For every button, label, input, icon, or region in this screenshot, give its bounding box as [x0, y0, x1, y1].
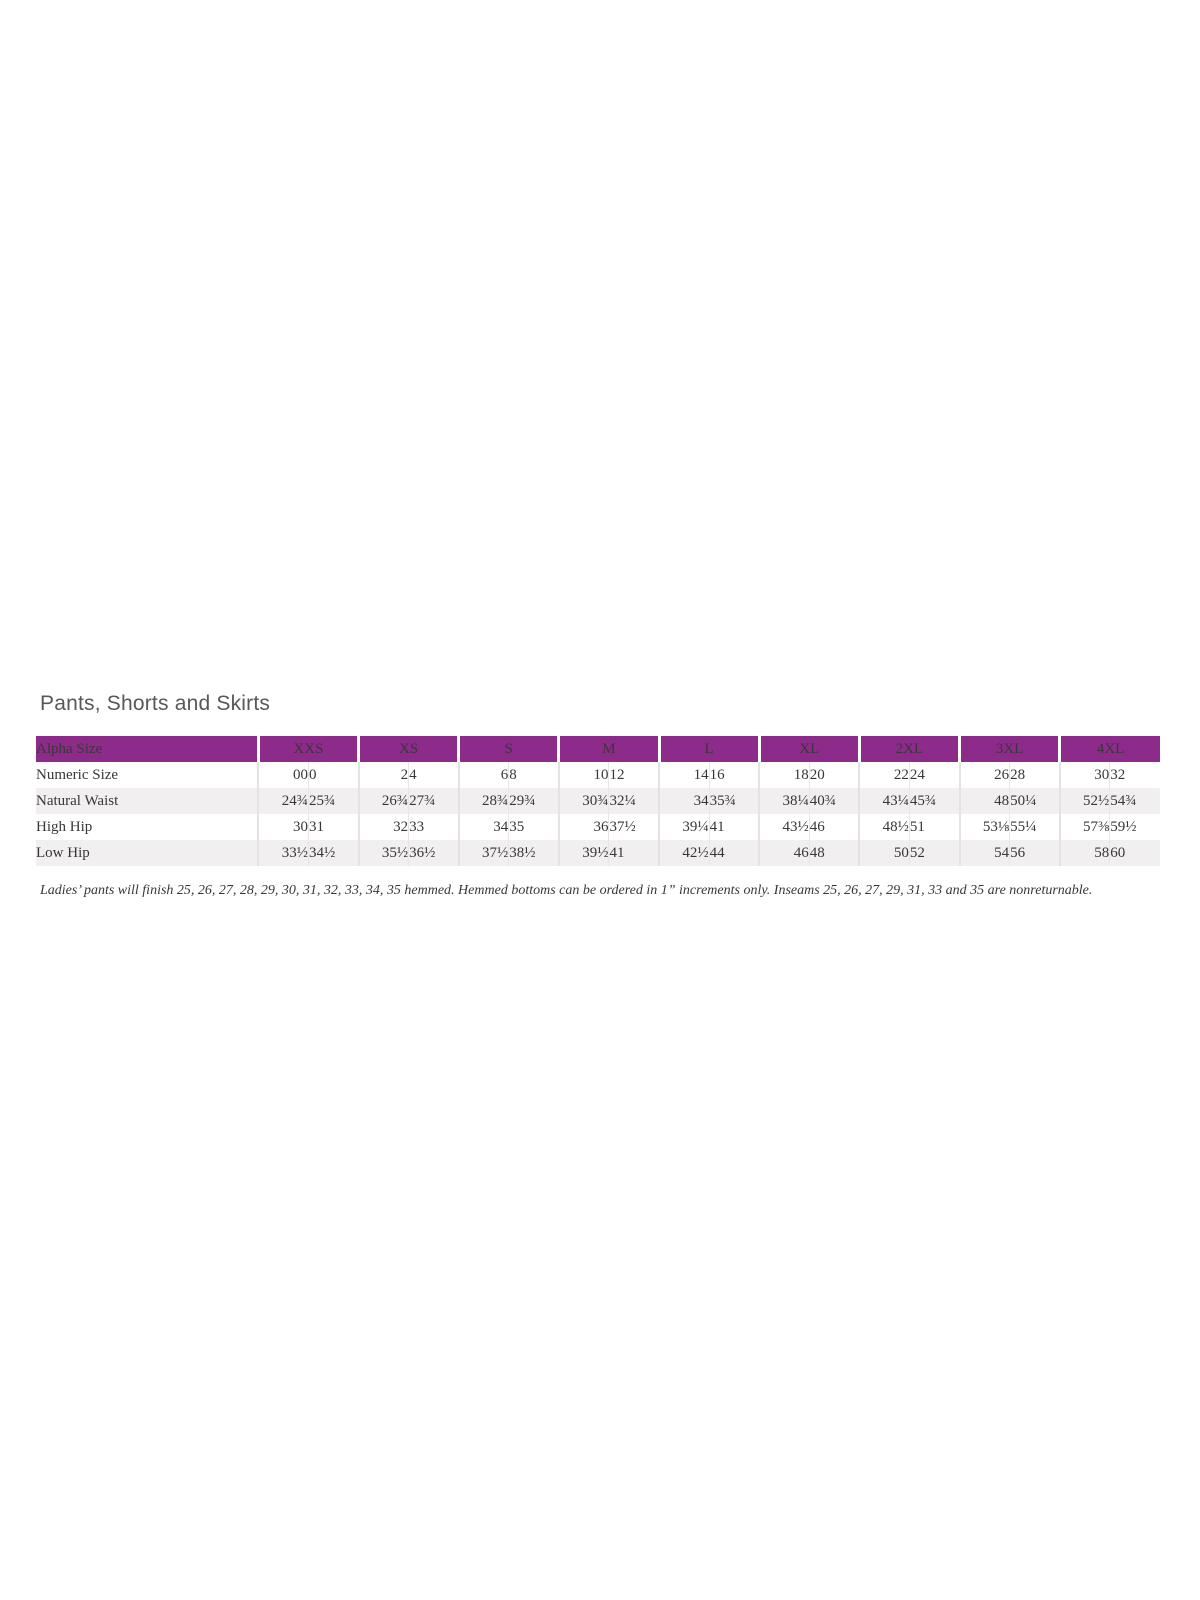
column-header-alpha-size: Alpha Size [36, 736, 259, 762]
cell: 57⅜ [1058, 814, 1110, 840]
cell: 35 [508, 814, 559, 840]
cell: 35¾ [708, 788, 760, 814]
cell: 58 [1058, 840, 1110, 866]
cell: 46 [758, 840, 810, 866]
cell: 60 [1109, 840, 1160, 866]
cell: 54 [958, 840, 1010, 866]
cell: 41 [708, 814, 760, 840]
size-chart-table: Alpha Size XXS XS S M L XL 2XL 3XL 4XL N… [36, 736, 1160, 866]
cell: 26¾ [357, 788, 409, 814]
cell: 32 [357, 814, 409, 840]
cell: 12 [608, 762, 660, 788]
cell: 0 [307, 762, 359, 788]
cell: 40¾ [808, 788, 860, 814]
cell: 37½ [608, 814, 660, 840]
footnote-text: Ladies’ pants will finish 25, 26, 27, 28… [40, 883, 1093, 898]
cell: 43¼ [858, 788, 910, 814]
table-header-row: Alpha Size XXS XS S M L XL 2XL 3XL 4XL [36, 736, 1160, 762]
row-label: Numeric Size [36, 766, 119, 783]
size-group-header-l: L [657, 736, 760, 762]
cell: 39¼ [658, 814, 710, 840]
size-group-header-3xl: 3XL [957, 736, 1060, 762]
cell: 28¾ [457, 788, 509, 814]
cell: 4 [408, 762, 459, 788]
cell: 10 [557, 762, 609, 788]
row-label: Natural Waist [36, 788, 259, 814]
cell: 48 [808, 840, 860, 866]
cell: 31 [307, 814, 359, 840]
size-group-header-2xl: 2XL [857, 736, 960, 762]
cell: 22 [858, 762, 910, 788]
table-row-natural-waist: Natural Waist 24¾ 25¾ 26¾ 27¾ 28¾ 29¾ 30… [36, 788, 1160, 814]
cell: 42½ [658, 840, 710, 866]
row-label: High Hip [36, 818, 93, 835]
size-group-header-4xl: 4XL [1058, 736, 1160, 762]
cell: 50 [858, 840, 910, 866]
table-row-high-hip: High Hip 30 31 32 33 34 35 36 37½ 39¼ 41… [36, 814, 1160, 840]
cell: 53⅛ [958, 814, 1010, 840]
cell: 27¾ [408, 788, 459, 814]
cell: 30 [257, 814, 309, 840]
cell: 41 [608, 840, 660, 866]
cell: 20 [808, 762, 860, 788]
cell: 44 [708, 840, 760, 866]
cell: 46 [808, 814, 860, 840]
cell: 51 [908, 814, 960, 840]
cell: 50¼ [1009, 788, 1060, 814]
cell: 54¾ [1109, 788, 1160, 814]
cell: 59½ [1109, 814, 1160, 840]
cell: 43½ [758, 814, 810, 840]
size-group-header-xs: XS [357, 736, 459, 762]
cell: 29¾ [508, 788, 559, 814]
cell: 36½ [408, 840, 459, 866]
cell: 30¾ [557, 788, 609, 814]
cell: 48 [958, 788, 1010, 814]
cell: 24 [908, 762, 960, 788]
cell: 34 [658, 788, 710, 814]
cell: 52 [908, 840, 960, 866]
cell: 48½ [858, 814, 910, 840]
table-row-low-hip: Low Hip 33½ 34½ 35½ 36½ 37½ 38½ 39½ 41 4… [36, 840, 1160, 866]
cell: 00 [257, 762, 309, 788]
cell: 34 [457, 814, 509, 840]
cell: 32¼ [608, 788, 660, 814]
cell: 30 [1058, 762, 1110, 788]
table-row-numeric-size: Numeric Size 00 0 2 4 6 8 10 12 14 16 18… [36, 762, 1160, 788]
cell: 25¾ [307, 788, 359, 814]
cell: 56 [1009, 840, 1060, 866]
row-label: Low Hip [36, 840, 259, 866]
cell: 26 [958, 762, 1010, 788]
cell: 36 [557, 814, 609, 840]
cell: 33 [408, 814, 459, 840]
cell: 28 [1009, 762, 1060, 788]
cell: 45¾ [908, 788, 960, 814]
cell: 55¼ [1009, 814, 1060, 840]
cell: 38¼ [758, 788, 810, 814]
cell: 39½ [557, 840, 609, 866]
cell: 16 [708, 762, 760, 788]
cell: 24¾ [257, 788, 309, 814]
cell: 32 [1109, 762, 1160, 788]
cell: 6 [457, 762, 509, 788]
page-title: Pants, Shorts and Skirts [40, 692, 271, 715]
size-group-header-s: S [457, 736, 559, 762]
cell: 38½ [508, 840, 559, 866]
cell: 18 [758, 762, 810, 788]
size-group-header-m: M [557, 736, 660, 762]
size-group-header-xl: XL [757, 736, 860, 762]
cell: 37½ [457, 840, 509, 866]
cell: 33½ [257, 840, 309, 866]
cell: 2 [357, 762, 409, 788]
cell: 14 [658, 762, 710, 788]
cell: 35½ [357, 840, 409, 866]
size-group-header-xxs: XXS [256, 736, 359, 762]
cell: 52½ [1058, 788, 1110, 814]
cell: 34½ [307, 840, 359, 866]
cell: 8 [508, 762, 559, 788]
